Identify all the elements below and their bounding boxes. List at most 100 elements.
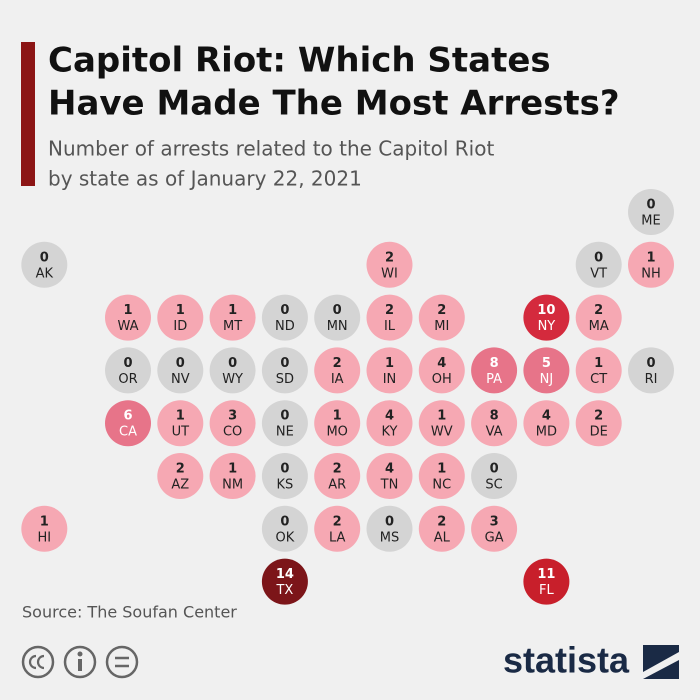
tile-value: 1 [123, 303, 132, 318]
tile-value: 1 [437, 462, 446, 477]
state-tile [157, 400, 204, 447]
tile-state: ME [641, 214, 660, 229]
state-tile [575, 241, 622, 288]
state-tile [366, 400, 413, 447]
tile-map: 0ME0AK2WI0VT1NH1WA1ID1MT0ND0MN2IL2MI10NY… [21, 189, 674, 605]
state-tile [628, 347, 674, 394]
tile-value: 2 [176, 462, 185, 477]
tile-state: NV [171, 372, 190, 387]
subtitle: Number of arrests related to the Capitol… [48, 137, 494, 161]
title: Capitol Riot: Which States [48, 41, 551, 81]
tile-state: MO [326, 425, 347, 440]
tile-state: MS [380, 530, 399, 545]
tile-state: WI [381, 266, 398, 281]
tile-value: 4 [385, 462, 394, 477]
state-tile [209, 400, 256, 447]
tile-state: UT [172, 425, 190, 440]
state-tile [21, 241, 68, 288]
state-tile [314, 505, 361, 552]
state-tile [575, 294, 622, 341]
tile-value: 0 [490, 462, 499, 477]
state-tile [314, 453, 361, 499]
tile-value: 0 [280, 303, 289, 318]
tile-state: VA [486, 425, 503, 440]
tile-value: 1 [176, 409, 185, 424]
state-tile [628, 241, 674, 288]
tile-value: 3 [490, 514, 499, 529]
state-tile [471, 505, 518, 552]
state-tile [418, 505, 465, 552]
tile-value: 0 [594, 250, 603, 265]
tile-state: AK [36, 266, 54, 281]
tile-state: PA [486, 372, 502, 387]
tile-state: WA [117, 319, 138, 334]
state-tile [471, 347, 518, 394]
tile-value: 2 [437, 303, 446, 318]
source: Source: The Soufan Center [22, 603, 237, 622]
tile-state: WV [431, 425, 453, 440]
tile-value: 5 [542, 356, 551, 371]
tile-value: 11 [537, 567, 555, 582]
tile-state: IA [331, 372, 344, 387]
tile-state: CT [590, 372, 607, 387]
tile-value: 2 [385, 303, 394, 318]
tile-state: MN [327, 319, 348, 334]
state-tile [261, 453, 308, 499]
tile-value: 2 [594, 409, 603, 424]
state-tile [366, 347, 413, 394]
tile-value: 1 [228, 303, 237, 318]
tile-state: IN [383, 372, 397, 387]
state-tile [575, 400, 622, 447]
tile-state: SC [485, 478, 502, 493]
state-tile [261, 294, 308, 341]
state-tile [471, 400, 518, 447]
tile-value: 1 [40, 514, 49, 529]
state-tile [209, 294, 256, 341]
tile-value: 1 [646, 250, 655, 265]
tile-value: 2 [333, 462, 342, 477]
state-tile [523, 400, 570, 447]
tile-state: TN [380, 478, 399, 493]
tile-state: RI [645, 372, 658, 387]
state-tile [471, 453, 518, 499]
state-tile [21, 505, 68, 552]
tile-value: 1 [594, 356, 603, 371]
tile-value: 10 [537, 303, 555, 318]
tile-state: AR [328, 478, 346, 493]
state-tile [157, 347, 204, 394]
tile-value: 6 [123, 409, 132, 424]
tile-value: 3 [228, 409, 237, 424]
state-tile [523, 294, 570, 341]
tile-state: MD [536, 425, 557, 440]
tile-value: 2 [594, 303, 603, 318]
state-tile [366, 294, 413, 341]
tile-value: 4 [385, 409, 394, 424]
tile-value: 0 [280, 462, 289, 477]
tile-value: 4 [437, 356, 446, 371]
tile-state: OH [432, 372, 452, 387]
tile-value: 1 [176, 303, 185, 318]
tile-state: OR [118, 372, 137, 387]
title-bar [21, 42, 35, 186]
tile-state: TX [275, 583, 293, 598]
state-tile [314, 294, 361, 341]
tile-value: 0 [228, 356, 237, 371]
tile-state: MT [223, 319, 242, 334]
tile-value: 0 [646, 198, 655, 213]
tile-value: 0 [385, 514, 394, 529]
tile-state: OK [276, 530, 295, 545]
state-tile [366, 453, 413, 499]
tile-state: AL [434, 530, 451, 545]
tile-value: 0 [280, 514, 289, 529]
tile-state: GA [485, 530, 504, 545]
state-tile [523, 558, 570, 605]
license-icons [21, 645, 139, 679]
tile-value: 8 [490, 409, 499, 424]
tile-value: 0 [123, 356, 132, 371]
brand-logo [643, 645, 679, 679]
tile-value: 0 [40, 250, 49, 265]
state-tile [366, 241, 413, 288]
state-tile [209, 453, 256, 499]
tile-state: MI [434, 319, 449, 334]
